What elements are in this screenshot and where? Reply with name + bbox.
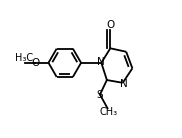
Text: H₃C: H₃C <box>15 53 33 63</box>
Text: N: N <box>120 79 127 89</box>
Text: S: S <box>97 90 103 99</box>
Text: O: O <box>31 58 39 68</box>
Text: CH₃: CH₃ <box>99 108 117 117</box>
Text: O: O <box>106 20 114 30</box>
Text: N: N <box>97 57 104 67</box>
